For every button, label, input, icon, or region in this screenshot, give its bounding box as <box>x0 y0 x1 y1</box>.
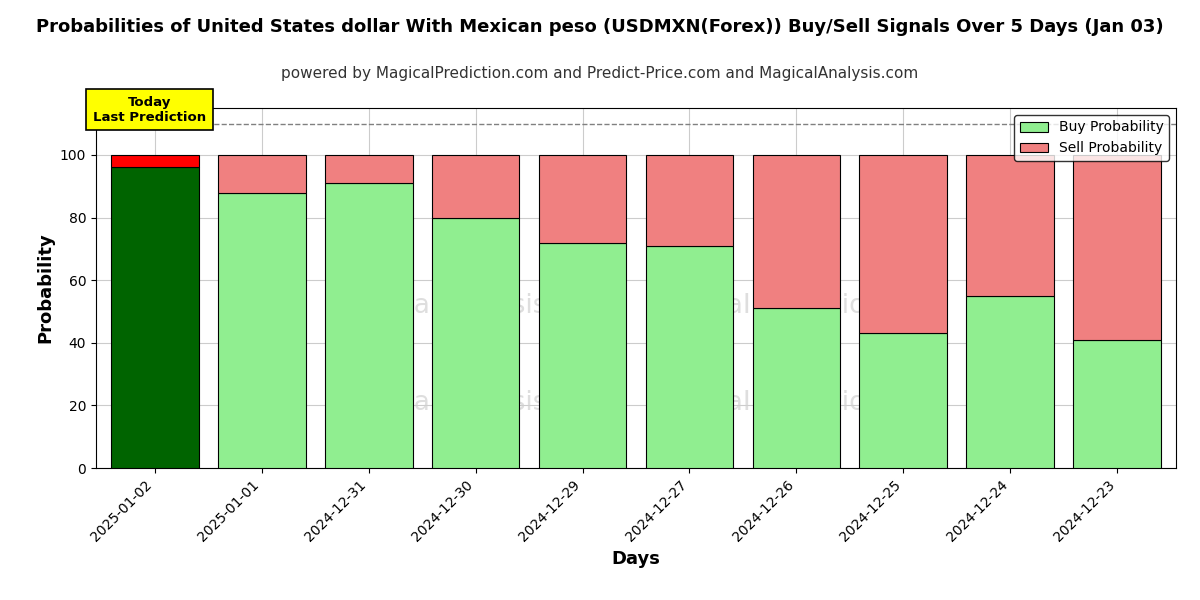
Bar <box>646 155 733 246</box>
Bar <box>432 218 520 468</box>
Bar <box>432 155 520 218</box>
Bar <box>1073 155 1162 340</box>
Bar <box>218 155 306 193</box>
Bar <box>325 183 413 468</box>
Bar <box>859 155 947 334</box>
Text: powered by MagicalPrediction.com and Predict-Price.com and MagicalAnalysis.com: powered by MagicalPrediction.com and Pre… <box>281 66 919 81</box>
Bar <box>646 246 733 468</box>
Bar <box>966 296 1054 468</box>
Text: MagicaIPrediction.com: MagicaIPrediction.com <box>649 390 947 416</box>
Bar <box>539 155 626 242</box>
Bar <box>752 308 840 468</box>
X-axis label: Days: Days <box>612 550 660 568</box>
Text: MagicaIPrediction.com: MagicaIPrediction.com <box>649 293 947 319</box>
Bar <box>110 155 199 167</box>
Bar <box>325 155 413 183</box>
Bar <box>110 167 199 468</box>
Text: MagicaIAnalysis.com: MagicaIAnalysis.com <box>336 390 612 416</box>
Y-axis label: Probability: Probability <box>36 233 54 343</box>
Bar <box>966 155 1054 296</box>
Bar <box>752 155 840 308</box>
Text: MagicaIAnalysis.com: MagicaIAnalysis.com <box>336 293 612 319</box>
Bar <box>1073 340 1162 468</box>
Bar <box>539 242 626 468</box>
Bar <box>218 193 306 468</box>
Text: Probabilities of United States dollar With Mexican peso (USDMXN(Forex)) Buy/Sell: Probabilities of United States dollar Wi… <box>36 18 1164 36</box>
Legend: Buy Probability, Sell Probability: Buy Probability, Sell Probability <box>1014 115 1169 161</box>
Text: Today
Last Prediction: Today Last Prediction <box>92 95 206 124</box>
Bar <box>859 334 947 468</box>
